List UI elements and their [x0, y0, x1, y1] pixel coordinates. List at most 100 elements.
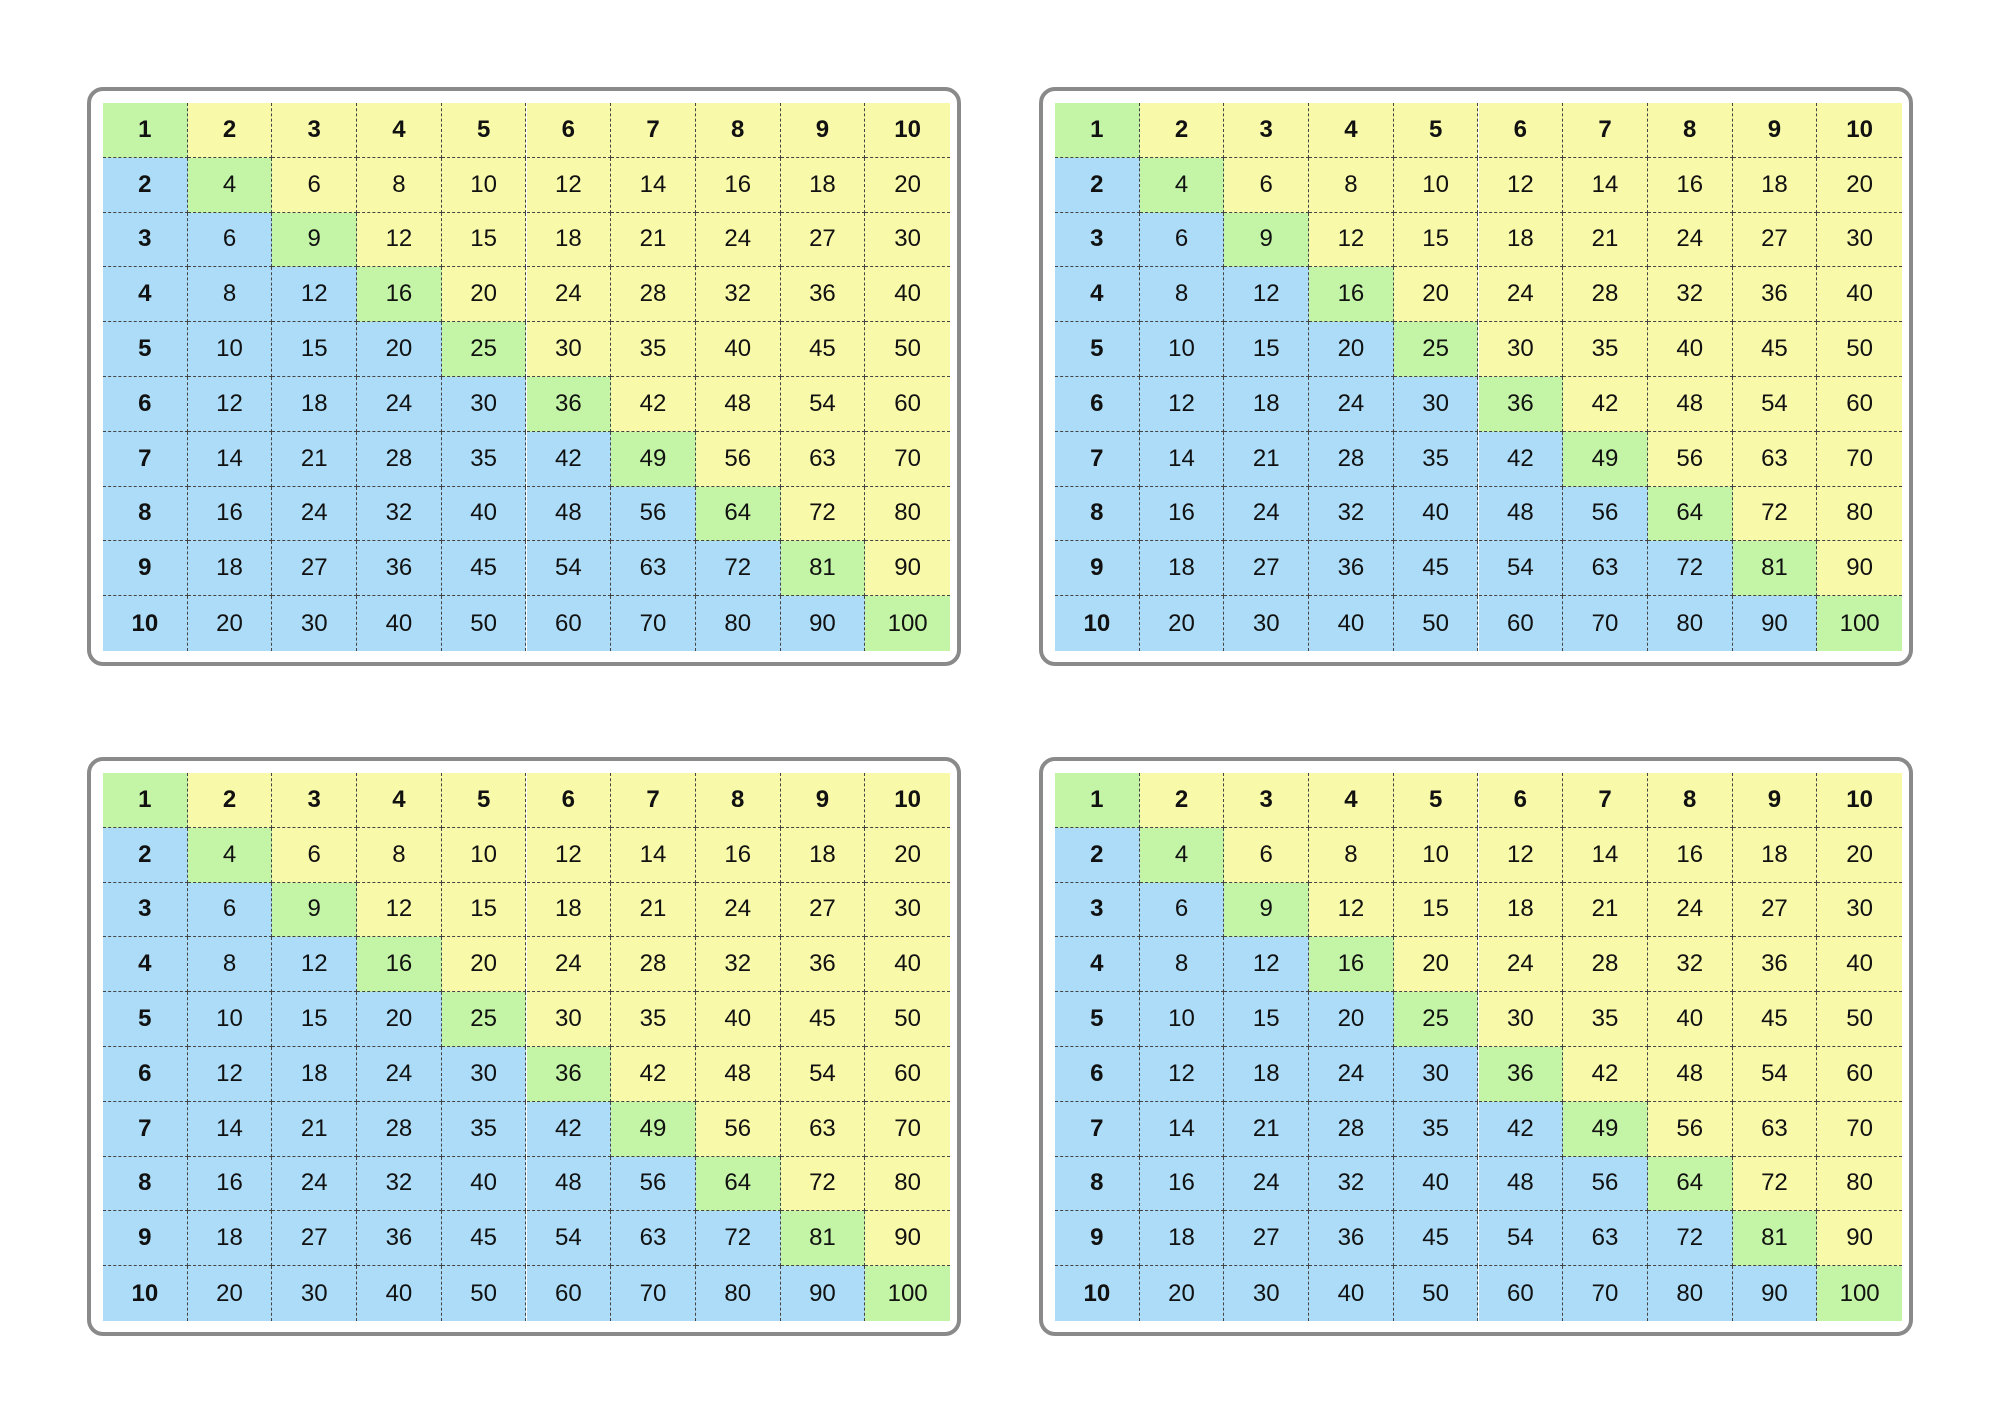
header-cell: 10 [1055, 596, 1140, 651]
product-cell: 18 [526, 212, 612, 268]
product-cell: 50 [1393, 596, 1479, 651]
product-cell: 36 [1309, 541, 1394, 597]
product-cell: 27 [1224, 541, 1310, 597]
product-cell: 40 [357, 596, 442, 651]
product-cell: 50 [865, 992, 950, 1047]
product-cell: 80 [1647, 596, 1733, 651]
product-cell: 32 [1309, 1156, 1394, 1212]
product-cell: 63 [780, 1101, 866, 1157]
product-cell: 10 [187, 992, 273, 1047]
product-cell: 14 [187, 1101, 273, 1157]
product-cell: 8 [1309, 827, 1394, 883]
product-cell: 81 [1732, 1211, 1818, 1267]
header-cell: 8 [1055, 486, 1140, 542]
product-cell: 10 [1139, 322, 1225, 377]
product-cell: 80 [695, 1266, 781, 1321]
product-cell: 48 [695, 1047, 781, 1102]
header-cell: 4 [1055, 937, 1140, 993]
product-cell: 6 [1139, 882, 1225, 938]
product-cell: 56 [1563, 1156, 1648, 1212]
product-cell: 42 [1563, 377, 1648, 432]
product-cell: 18 [780, 157, 866, 213]
header-cell: 10 [1817, 773, 1902, 828]
multiplication-table: 1 2 3 4 5 6 7 8 9 10 2 4 6 8 10 12 14 16 18 20 3 6 9 12 15 18 21 24… [103, 103, 950, 651]
product-cell: 49 [1563, 431, 1648, 487]
product-cell: 20 [1309, 992, 1394, 1047]
header-cell: 10 [865, 103, 950, 158]
product-cell: 64 [1647, 486, 1733, 542]
header-cell: 9 [1055, 541, 1140, 597]
table-card: 1 2 3 4 5 6 7 8 9 10 2 4 6 8 10 12 14 16 18 20 3 6 9 12 15 18 21 24… [1039, 757, 1913, 1336]
header-cell: 7 [1055, 431, 1140, 487]
product-cell: 63 [780, 431, 866, 487]
product-cell: 6 [1224, 157, 1310, 213]
product-cell: 20 [1393, 267, 1479, 323]
product-cell: 45 [780, 322, 866, 377]
product-cell: 70 [611, 596, 696, 651]
header-cell: 5 [1393, 773, 1479, 828]
header-cell: 6 [1478, 103, 1564, 158]
header-cell: 9 [780, 103, 866, 158]
product-cell: 12 [272, 267, 358, 323]
header-cell: 10 [1055, 1266, 1140, 1321]
product-cell: 9 [1224, 212, 1310, 268]
product-cell: 21 [611, 882, 696, 938]
product-cell: 18 [526, 882, 612, 938]
product-cell: 15 [1224, 992, 1310, 1047]
product-cell: 6 [187, 882, 273, 938]
product-cell: 16 [357, 267, 442, 323]
product-cell: 18 [1732, 827, 1818, 883]
header-cell: 8 [695, 773, 781, 828]
product-cell: 27 [1732, 882, 1818, 938]
product-cell: 70 [865, 431, 950, 487]
product-cell: 30 [272, 596, 358, 651]
product-cell: 64 [695, 486, 781, 542]
product-cell: 27 [1732, 212, 1818, 268]
product-cell: 48 [1478, 486, 1564, 542]
product-cell: 80 [865, 1156, 950, 1212]
product-cell: 21 [1563, 212, 1648, 268]
header-cell: 3 [272, 103, 358, 158]
header-cell: 6 [103, 1047, 188, 1102]
product-cell: 27 [272, 541, 358, 597]
header-cell: 4 [1055, 267, 1140, 323]
product-cell: 70 [1817, 431, 1902, 487]
header-cell: 6 [1055, 1047, 1140, 1102]
product-cell: 18 [1224, 1047, 1310, 1102]
header-cell: 6 [526, 103, 612, 158]
header-cell: 2 [103, 157, 188, 213]
header-cell: 2 [187, 103, 273, 158]
product-cell: 72 [780, 486, 866, 542]
product-cell: 36 [357, 541, 442, 597]
header-cell: 3 [103, 212, 188, 268]
product-cell: 30 [441, 377, 527, 432]
product-cell: 15 [1224, 322, 1310, 377]
product-cell: 81 [1732, 541, 1818, 597]
product-cell: 48 [695, 377, 781, 432]
product-cell: 28 [357, 1101, 442, 1157]
product-cell: 90 [1817, 1211, 1902, 1267]
header-cell: 9 [780, 773, 866, 828]
product-cell: 30 [1393, 1047, 1479, 1102]
product-cell: 18 [272, 377, 358, 432]
product-cell: 45 [1393, 541, 1479, 597]
header-cell: 10 [1817, 103, 1902, 158]
product-cell: 36 [780, 937, 866, 993]
product-cell: 8 [1139, 267, 1225, 323]
product-cell: 16 [1309, 267, 1394, 323]
header-cell: 10 [103, 1266, 188, 1321]
product-cell: 35 [611, 322, 696, 377]
product-cell: 10 [1393, 157, 1479, 213]
header-cell: 2 [1055, 827, 1140, 883]
product-cell: 36 [1732, 937, 1818, 993]
multiplication-table: 1 2 3 4 5 6 7 8 9 10 2 4 6 8 10 12 14 16 18 20 3 6 9 12 15 18 21 24… [103, 773, 950, 1321]
product-cell: 80 [1817, 1156, 1902, 1212]
product-cell: 45 [441, 541, 527, 597]
header-cell: 8 [103, 1156, 188, 1212]
product-cell: 21 [1224, 431, 1310, 487]
header-cell: 1 [103, 103, 188, 158]
header-cell: 5 [1055, 322, 1140, 377]
product-cell: 10 [1393, 827, 1479, 883]
product-cell: 12 [526, 157, 612, 213]
product-cell: 6 [272, 157, 358, 213]
